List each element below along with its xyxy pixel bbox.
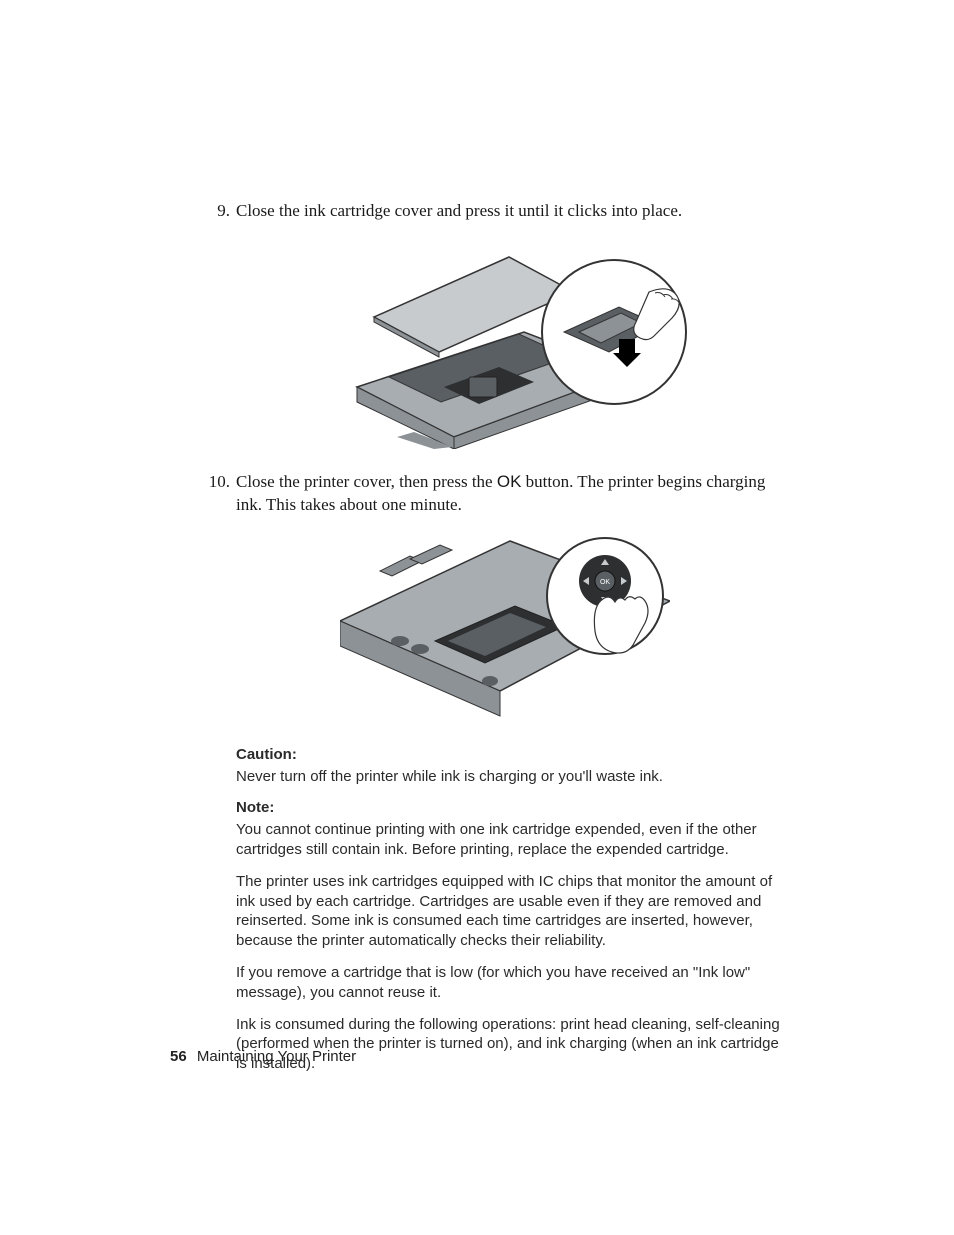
step-9-number: 9. (200, 200, 230, 223)
note-block: Note: You cannot continue printing with … (236, 798, 784, 1074)
page-footer: 56 Maintaining Your Printer (170, 1048, 356, 1065)
note-p3: If you remove a cartridge that is low (f… (236, 963, 784, 1003)
caution-text: Never turn off the printer while ink is … (236, 767, 784, 787)
note-label: Note: (236, 798, 784, 818)
ok-button-label: OK (497, 472, 522, 491)
section-title: Maintaining Your Printer (197, 1048, 356, 1065)
printer-illustration-1 (319, 237, 691, 449)
caution-label: Caution: (236, 745, 784, 765)
step-9-text: Close the ink cartridge cover and press … (236, 200, 784, 223)
note-p2: The printer uses ink cartridges equipped… (236, 872, 784, 951)
step-10-text: Close the printer cover, then press the … (236, 471, 784, 517)
page-number: 56 (170, 1048, 187, 1065)
svg-text:OK: OK (600, 579, 610, 586)
step-10-text-a: Close the printer cover, then press the (236, 472, 497, 491)
step-10: 10. Close the printer cover, then press … (200, 471, 784, 517)
figure-press-ok: OK (226, 531, 784, 723)
note-p1: You cannot continue printing with one in… (236, 820, 784, 860)
step-10-number: 10. (200, 471, 230, 494)
note-p4: Ink is consumed during the following ope… (236, 1015, 784, 1074)
manual-page: 9. Close the ink cartridge cover and pre… (0, 0, 954, 1235)
printer-illustration-2: OK (340, 531, 670, 723)
step-9: 9. Close the ink cartridge cover and pre… (200, 200, 784, 223)
figure-close-cartridge-cover (226, 237, 784, 449)
caution-block: Caution: Never turn off the printer whil… (236, 745, 784, 787)
